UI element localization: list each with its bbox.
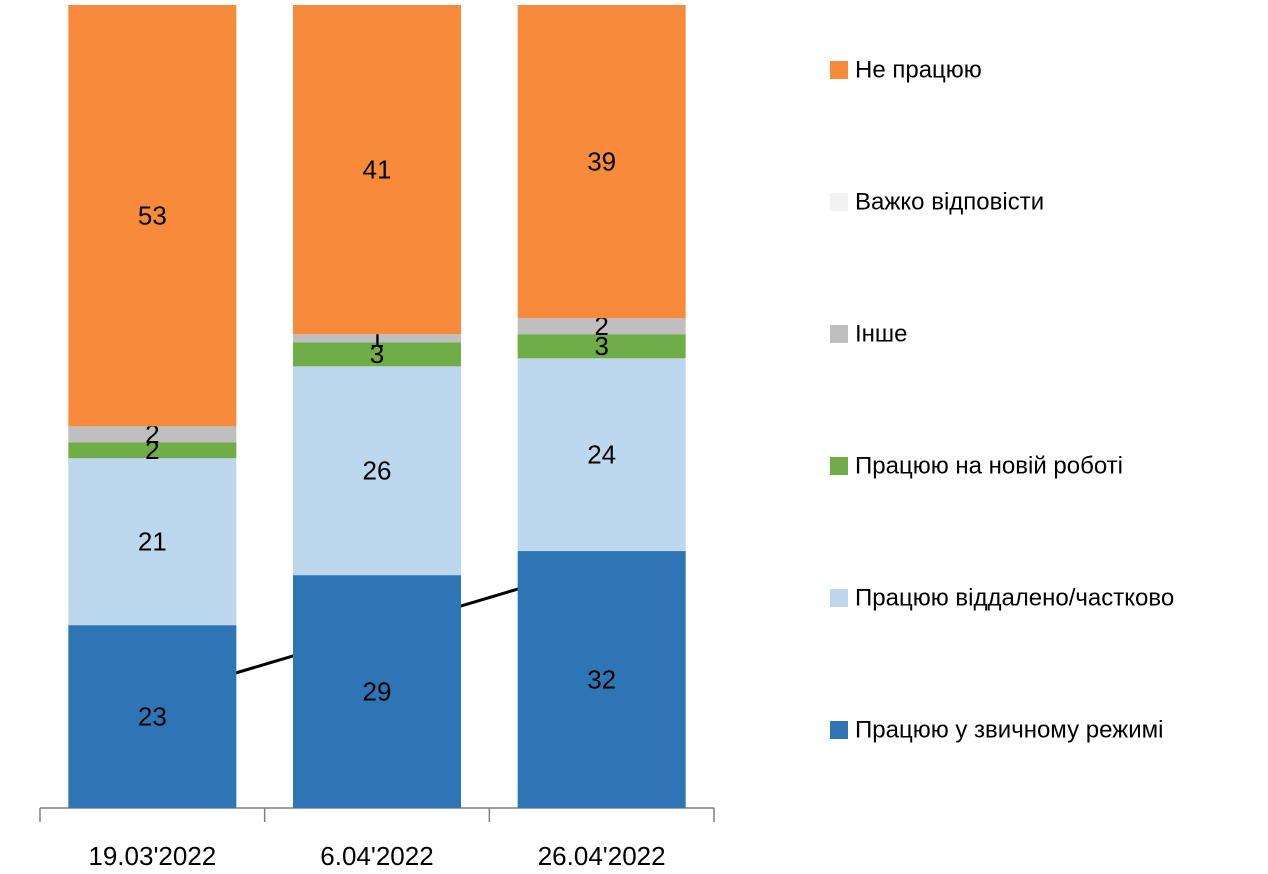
legend-swatch	[830, 457, 848, 475]
legend-swatch	[830, 61, 848, 79]
bar-segment	[517, 334, 686, 359]
legend-label: Працюю на новій роботі	[855, 452, 1123, 479]
bar-segment	[293, 575, 461, 808]
data-label: 41	[363, 154, 392, 184]
legend-label: Важко відповісти	[855, 188, 1044, 215]
bar-segment	[293, 342, 461, 367]
bar-segment	[68, 5, 237, 427]
bar-segment	[293, 334, 461, 343]
legend-swatch	[830, 193, 848, 211]
legend-swatch	[830, 721, 848, 739]
data-label: 26	[363, 456, 392, 486]
bar-segment	[68, 625, 237, 808]
bar-segment	[293, 366, 461, 576]
bar-segment	[517, 5, 686, 319]
legend-swatch	[830, 589, 848, 607]
bar-segment	[293, 5, 461, 335]
data-label: 32	[587, 664, 616, 694]
data-label: 2	[145, 435, 159, 465]
data-label: 2	[594, 311, 608, 341]
bar-segment	[68, 426, 237, 443]
x-tick-label: 6.04'2022	[320, 841, 433, 871]
data-label: 21	[138, 527, 167, 557]
data-label: 2	[145, 419, 159, 449]
data-label: 3	[370, 339, 384, 369]
x-tick-label: 26.04'2022	[538, 841, 666, 871]
data-label: 53	[138, 201, 167, 231]
data-label: 23	[138, 701, 167, 731]
bar-segment	[68, 442, 237, 459]
bar-segment	[68, 458, 237, 626]
bar-segment	[517, 358, 686, 552]
x-tick-label: 19.03'2022	[88, 841, 216, 871]
data-label: 39	[587, 146, 616, 176]
legend-label: Працюю віддалено/частково	[855, 584, 1174, 611]
bar-segment	[517, 318, 686, 335]
legend-label: Працюю у звичному режимі	[855, 716, 1163, 743]
legend-label: Інше	[855, 320, 908, 347]
data-label: 24	[587, 440, 616, 470]
legend-label: Не працюю	[855, 56, 982, 83]
legend-swatch	[830, 325, 848, 343]
data-label: 3	[594, 331, 608, 361]
data-label: 29	[363, 676, 392, 706]
bar-segment	[517, 551, 686, 808]
